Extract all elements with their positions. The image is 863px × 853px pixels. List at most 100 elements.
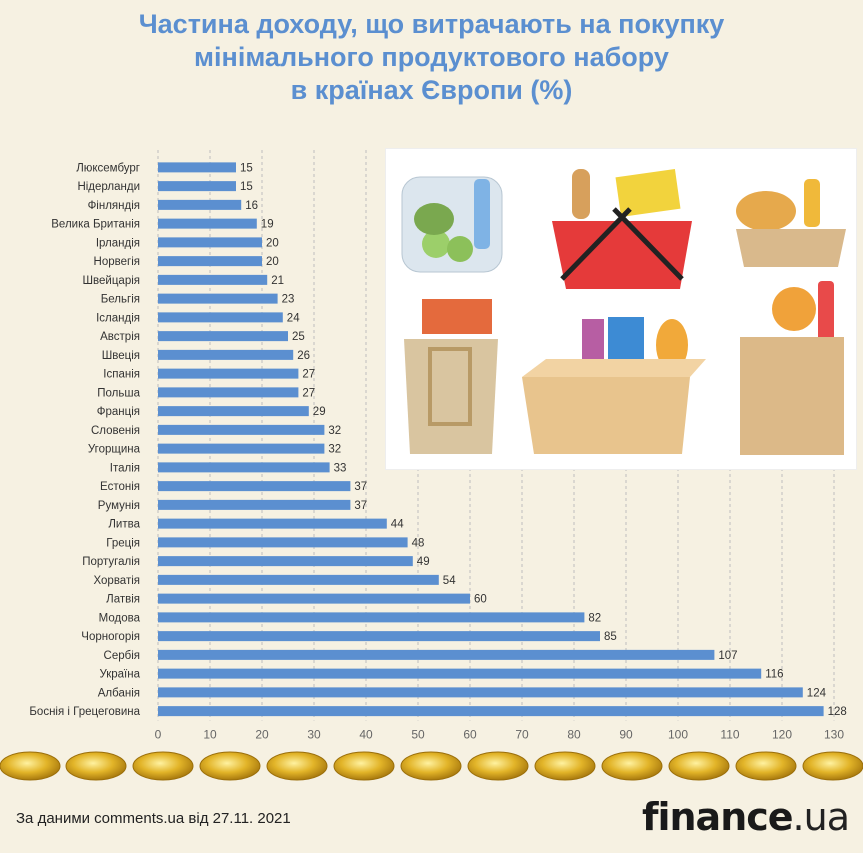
- category-label: Греція: [106, 537, 140, 549]
- title-line-3: в країнах Європи (%): [290, 75, 573, 105]
- bar: [158, 331, 288, 342]
- category-label: Фінляндія: [88, 200, 140, 212]
- value-label: 33: [334, 462, 347, 474]
- groceries-illustration: [385, 148, 857, 470]
- category-label: Хорватія: [93, 575, 140, 587]
- coin-icon: [333, 751, 395, 781]
- value-label: 32: [328, 444, 341, 456]
- bar: [158, 631, 600, 642]
- category-label: Швейцарія: [83, 275, 141, 287]
- brand-domain: .ua: [792, 795, 850, 839]
- value-label: 37: [354, 481, 367, 493]
- coin-icon: [400, 751, 462, 781]
- bar: [158, 406, 309, 417]
- value-label: 24: [287, 312, 300, 324]
- category-label: Франція: [97, 406, 140, 418]
- value-label: 29: [313, 406, 326, 418]
- bar: [158, 387, 299, 398]
- category-label: Нідерланди: [77, 181, 140, 193]
- bar: [158, 499, 351, 510]
- category-label: Австрія: [100, 331, 140, 343]
- value-label: 23: [282, 294, 295, 306]
- category-label: Ірландія: [96, 237, 140, 249]
- value-label: 48: [412, 537, 425, 549]
- x-axis-ticks: 0 10 20 30 40 50 60 70 80 90 100 110 120 130: [155, 728, 845, 742]
- category-label: Бельгія: [101, 294, 140, 306]
- bar: [158, 481, 351, 492]
- category-label: Словенія: [91, 425, 140, 437]
- bar: [158, 312, 283, 323]
- category-label: Польша: [97, 387, 140, 399]
- value-label: 49: [417, 556, 430, 568]
- grocery-box-icon: [522, 317, 706, 454]
- bar: [158, 706, 824, 717]
- x-tick-label: 40: [359, 728, 373, 742]
- bar: [158, 237, 262, 248]
- bar: [158, 574, 439, 585]
- x-tick-label: 60: [463, 728, 477, 742]
- bar: [158, 443, 325, 454]
- category-label: Латвія: [106, 594, 140, 606]
- coin-icon: [199, 751, 261, 781]
- category-label: Португалія: [82, 556, 140, 568]
- coins-decoration: [0, 751, 863, 781]
- value-label: 27: [302, 369, 315, 381]
- category-label: Румунія: [98, 500, 140, 512]
- category-label: Велика Британія: [51, 219, 140, 231]
- x-tick-label: 90: [619, 728, 633, 742]
- value-label: 107: [718, 650, 737, 662]
- value-label: 19: [261, 219, 274, 231]
- value-label: 116: [765, 669, 783, 681]
- x-tick-label: 50: [411, 728, 425, 742]
- bar: [158, 593, 470, 604]
- x-tick-label: 100: [668, 728, 688, 742]
- value-label: 60: [474, 594, 487, 606]
- coin-icon: [0, 751, 61, 781]
- category-label: Модова: [99, 612, 141, 624]
- bar: [158, 181, 236, 192]
- x-tick-label: 30: [307, 728, 321, 742]
- bar: [158, 687, 803, 698]
- bar: [158, 274, 268, 285]
- category-label: Естонія: [100, 481, 140, 493]
- bar: [158, 537, 408, 548]
- value-label: 44: [391, 519, 404, 531]
- value-label: 16: [245, 200, 258, 212]
- bread-basket-icon: [736, 179, 846, 267]
- bar: [158, 556, 413, 567]
- title-line-1: Частина доходу, що витрачають на покупку: [138, 9, 725, 39]
- bar: [158, 256, 262, 267]
- coin-icon: [601, 751, 663, 781]
- coin-icon: [735, 751, 797, 781]
- value-label: 15: [240, 181, 253, 193]
- value-label: 26: [297, 350, 310, 362]
- value-label: 20: [266, 237, 279, 249]
- value-label: 54: [443, 575, 456, 587]
- chart-bars: [158, 162, 824, 717]
- value-label: 37: [354, 500, 367, 512]
- bar: [158, 293, 278, 304]
- bar: [158, 424, 325, 435]
- bar: [158, 668, 762, 679]
- value-label: 25: [292, 331, 305, 343]
- category-label: Норвегія: [94, 256, 140, 268]
- bar: [158, 218, 257, 229]
- x-tick-label: 10: [203, 728, 217, 742]
- category-label: Боснія і Грецеговина: [29, 706, 140, 718]
- category-label: Албанія: [98, 687, 140, 699]
- brand-name: finance: [641, 795, 794, 839]
- category-label: Угорщина: [88, 444, 141, 456]
- category-label: Італія: [110, 462, 140, 474]
- coin-icon: [668, 751, 730, 781]
- title-line-2: мінімального продуктового набору: [194, 42, 669, 72]
- bar: [158, 199, 242, 210]
- bar: [158, 649, 715, 660]
- coin-icon: [467, 751, 529, 781]
- bar: [158, 518, 387, 529]
- category-label: Швеція: [102, 350, 140, 362]
- coin-icon: [266, 751, 328, 781]
- value-label: 124: [807, 687, 827, 699]
- coin-icon: [65, 751, 127, 781]
- category-label: Люксембург: [76, 162, 140, 174]
- x-tick-label: 110: [720, 728, 739, 742]
